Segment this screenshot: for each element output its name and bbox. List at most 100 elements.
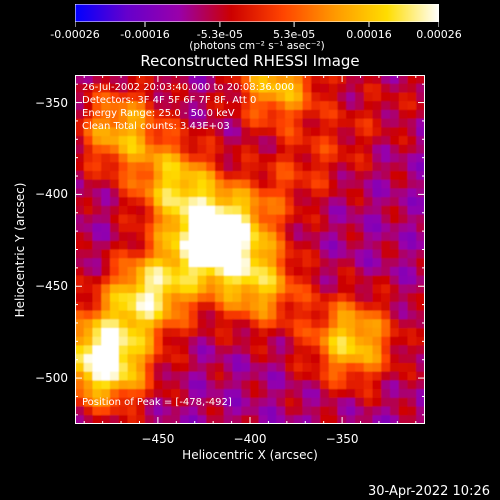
heatmap-cell [285, 144, 295, 155]
heatmap-cell [180, 223, 190, 233]
heatmap-cell [355, 127, 365, 137]
heatmap-cell [320, 232, 330, 242]
heatmap-cell [363, 162, 374, 172]
heatmap-cell [328, 197, 339, 207]
heatmap-cell [302, 92, 312, 102]
heatmap-cell [75, 118, 85, 128]
heatmap-cell [92, 415, 102, 424]
heatmap-cell [110, 205, 120, 216]
heatmap-cell [118, 162, 129, 172]
heatmap-cell [180, 336, 190, 347]
heatmap-cell [171, 266, 181, 277]
heatmap-cell [75, 127, 85, 137]
heatmap-cell [250, 345, 260, 355]
heatmap-cell [390, 83, 400, 94]
heatmap-cell [328, 389, 339, 399]
heatmap-cell [293, 162, 304, 172]
heatmap-cell [206, 362, 216, 373]
heatmap-cell [136, 144, 146, 155]
heatmap-cell [241, 284, 251, 294]
heatmap-cell [118, 415, 129, 424]
heatmap-cell [337, 240, 347, 251]
heatmap-cell [180, 310, 190, 320]
heatmap-cell [232, 205, 242, 216]
heatmap-cell [92, 223, 102, 233]
heatmap-cell [188, 362, 199, 373]
heatmap-cell [171, 188, 181, 198]
heatmap-cell [293, 136, 304, 146]
heatmap-cell [250, 258, 260, 268]
heatmap-cell [311, 92, 321, 102]
heatmap-cell [381, 170, 391, 181]
heatmap-cell [258, 127, 269, 137]
heatmap-cell [162, 83, 172, 94]
heatmap-cell [381, 101, 391, 111]
heatmap-cell [320, 371, 330, 381]
heatmap-cell [363, 249, 374, 259]
heatmap-cell [381, 389, 391, 399]
heatmap-cell [215, 354, 225, 364]
heatmap-cell [197, 266, 207, 277]
heatmap-cell [293, 179, 304, 190]
heatmap-cell [337, 223, 347, 233]
heatmap-cell [258, 205, 269, 216]
heatmap-cell [110, 162, 120, 172]
heatmap-cell [390, 275, 400, 285]
heatmap-cell [110, 179, 120, 190]
heatmap-cell [346, 266, 356, 277]
heatmap-cell [302, 170, 312, 181]
heatmap-cell [136, 345, 146, 355]
heatmap-cell [311, 345, 321, 355]
heatmap-cell [180, 197, 190, 207]
heatmap-cell [153, 275, 164, 285]
heatmap-cell [92, 284, 102, 294]
heatmap-cell [197, 406, 207, 416]
heatmap-cell [127, 101, 137, 111]
heatmap-cell [206, 266, 216, 277]
heatmap-cell [83, 380, 94, 390]
heatmap-cell [241, 397, 251, 408]
heatmap-cell [241, 179, 251, 190]
heatmap-cell [337, 258, 347, 268]
heatmap-cell [328, 275, 339, 285]
heatmap-cell [320, 127, 330, 137]
heatmap-cell [346, 179, 356, 190]
heatmap-cell [372, 118, 382, 128]
heatmap-cell [363, 354, 374, 364]
heatmap-cell [381, 301, 391, 312]
heatmap-cell [258, 380, 269, 390]
heatmap-cell [110, 415, 120, 424]
heatmap-cell [75, 266, 85, 277]
heatmap-cell [153, 293, 164, 303]
heatmap-cell [215, 266, 225, 277]
heatmap-cell [127, 249, 137, 259]
heatmap-cell [390, 397, 400, 408]
heatmap-cell [398, 258, 409, 268]
heatmap-cell [337, 362, 347, 373]
heatmap-cell [311, 232, 321, 242]
heatmap-cell [293, 258, 304, 268]
heatmap-cell [162, 389, 172, 399]
heatmap-cell [250, 162, 260, 172]
heatmap-cell [162, 75, 172, 85]
heatmap-cell [101, 301, 111, 312]
heatmap-cell [372, 345, 382, 355]
heatmap-cell [110, 101, 120, 111]
heatmap-cell [328, 328, 339, 338]
heatmap-cell [250, 75, 260, 85]
heatmap-cell [293, 249, 304, 259]
heatmap-cell [372, 275, 382, 285]
heatmap-cell [311, 205, 321, 216]
heatmap-cell [355, 75, 365, 85]
heatmap-cell [267, 389, 277, 399]
heatmap-cell [188, 310, 199, 320]
heatmap-cell [285, 310, 295, 320]
heatmap-cell [197, 162, 207, 172]
heatmap-cell [215, 336, 225, 347]
heatmap-cell [83, 223, 94, 233]
heatmap-cell [355, 371, 365, 381]
heatmap-cell [381, 205, 391, 216]
heatmap-cell [363, 258, 374, 268]
heatmap-cell [153, 328, 164, 338]
heatmap-cell [337, 371, 347, 381]
